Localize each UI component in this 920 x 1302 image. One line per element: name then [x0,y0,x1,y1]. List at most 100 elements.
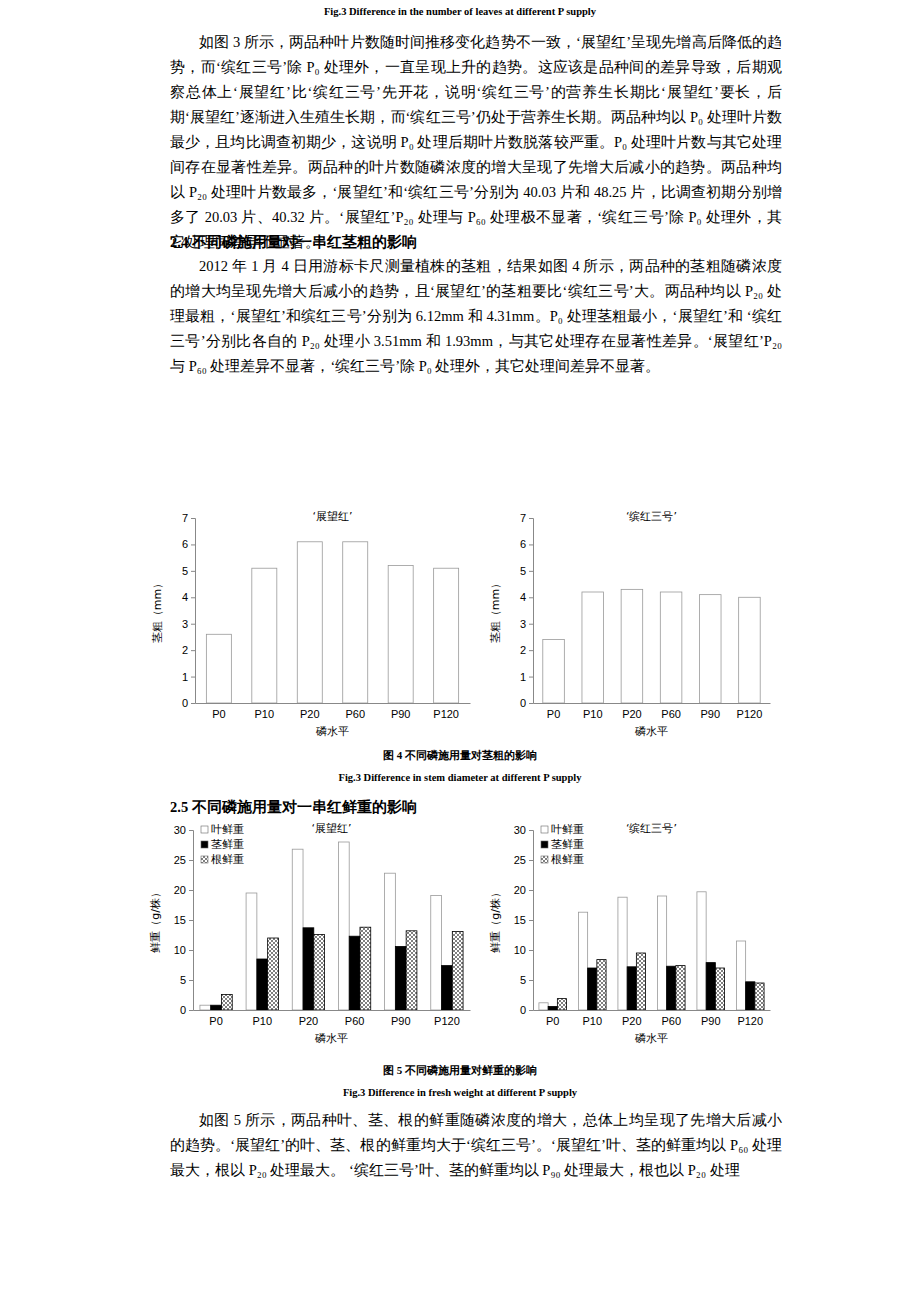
tick: P0 [547,703,560,720]
tick-label: 5 [520,565,526,577]
bar [211,1005,222,1010]
tick-label: P60 [661,1015,681,1027]
tick: P10 [582,1010,602,1027]
bar [246,893,257,1010]
x-axis-title: 磷水平 [634,725,668,738]
legend-label: 茎鲜重 [551,838,584,851]
tick: 1 [520,671,533,683]
x-axis: P0P10P20P60P90P120 [534,1010,771,1027]
tick-label: 15 [174,914,186,926]
bar [434,568,459,703]
tick: P20 [622,703,642,720]
tick: 7 [182,512,195,524]
legend-item: 叶鲜重 [541,823,584,836]
tick: P90 [391,703,411,720]
tick-label: P120 [434,1015,460,1027]
tick-mark [529,980,533,981]
bar [360,927,371,1010]
tick: 4 [182,591,195,603]
tick-label: P10 [583,708,603,720]
tick-label: P120 [737,708,763,720]
bar [746,982,755,1010]
tick-mark [191,677,195,678]
tick-label: 5 [520,974,526,986]
tick-mark [529,650,533,651]
tick: P60 [661,703,681,720]
tick-label: 20 [514,884,526,896]
bar [557,999,566,1010]
figure-caption: 图 5 不同磷施用量对鲜重的影响 [0,1063,920,1078]
tick: P60 [661,1010,681,1027]
chart-title: ‘缤红三号’ [626,510,677,523]
tick: 20 [514,884,533,896]
bar [539,1003,548,1010]
tick-mark [529,830,533,831]
bar [395,946,406,1010]
tick: 15 [514,914,533,926]
x-axis-title: 磷水平 [315,725,349,738]
tick: 0 [520,1004,533,1016]
bar [297,542,322,703]
tick: 2 [182,644,195,656]
figure-caption: Fig.3 Difference in the number of leaves… [0,6,920,17]
tick-mark [529,920,533,921]
tick-label: P20 [300,708,320,720]
bar [252,568,277,703]
tick-mark [529,597,533,598]
tick-mark [189,950,193,951]
bar [543,640,565,703]
figure-caption: Fig.3 Difference in fresh weight at diff… [0,1087,920,1098]
tick-label: 5 [182,565,188,577]
tick-mark [189,1010,193,1011]
tick-label: P60 [345,1015,365,1027]
legend-swatch [201,841,208,848]
tick: 0 [180,1004,193,1016]
plot-area [539,892,764,1010]
tick-label: 0 [520,697,526,709]
legend: 叶鲜重茎鲜重根鲜重 [201,823,244,866]
tick-label: P20 [622,708,642,720]
bar [548,1006,557,1010]
bar [314,934,325,1010]
tick-label: 10 [174,944,186,956]
bar [755,983,764,1010]
y-axis: 051015202530 [514,824,534,1016]
tick: 30 [174,824,193,836]
y-axis-title: 茎粗（mm） [489,578,502,643]
tick-label: 4 [520,591,526,603]
tick: P90 [701,1010,721,1027]
axis-line [529,519,534,704]
tick-label: P90 [700,708,720,720]
paragraph: 如图 3 所示，两品种叶片数随时间推移变化趋势不一致，‘展望红’呈现先增高后降低… [170,30,782,255]
tick: P120 [433,703,459,720]
tick: P20 [299,1010,319,1027]
tick-label: P0 [212,708,225,720]
legend-label: 叶鲜重 [551,823,584,836]
legend-swatch [541,841,548,848]
tick-label: 30 [514,824,526,836]
tick-mark [189,980,193,981]
bar [618,897,627,1010]
tick: 10 [174,944,193,956]
tick: P120 [737,703,763,720]
tick: P90 [700,703,720,720]
bar [621,589,643,703]
tick-label: P20 [299,1015,319,1027]
tick: P10 [583,703,603,720]
tick-mark [191,650,195,651]
legend-swatch [201,856,208,863]
bar [452,931,463,1010]
tick: P20 [622,1010,642,1027]
tick: 25 [174,854,193,866]
tick-label: P60 [661,708,681,720]
tick: 5 [520,974,533,986]
tick-label: 7 [182,512,188,524]
tick-mark [191,703,195,704]
axis-line [191,519,196,704]
x-axis: P0 P10 P20 P60 P90 P120 [534,703,771,720]
tick-label: P90 [391,708,411,720]
tick-label: 7 [520,512,526,524]
tick-mark [191,571,195,572]
y-axis: 01234567 [182,512,196,709]
tick-mark [529,1010,533,1011]
